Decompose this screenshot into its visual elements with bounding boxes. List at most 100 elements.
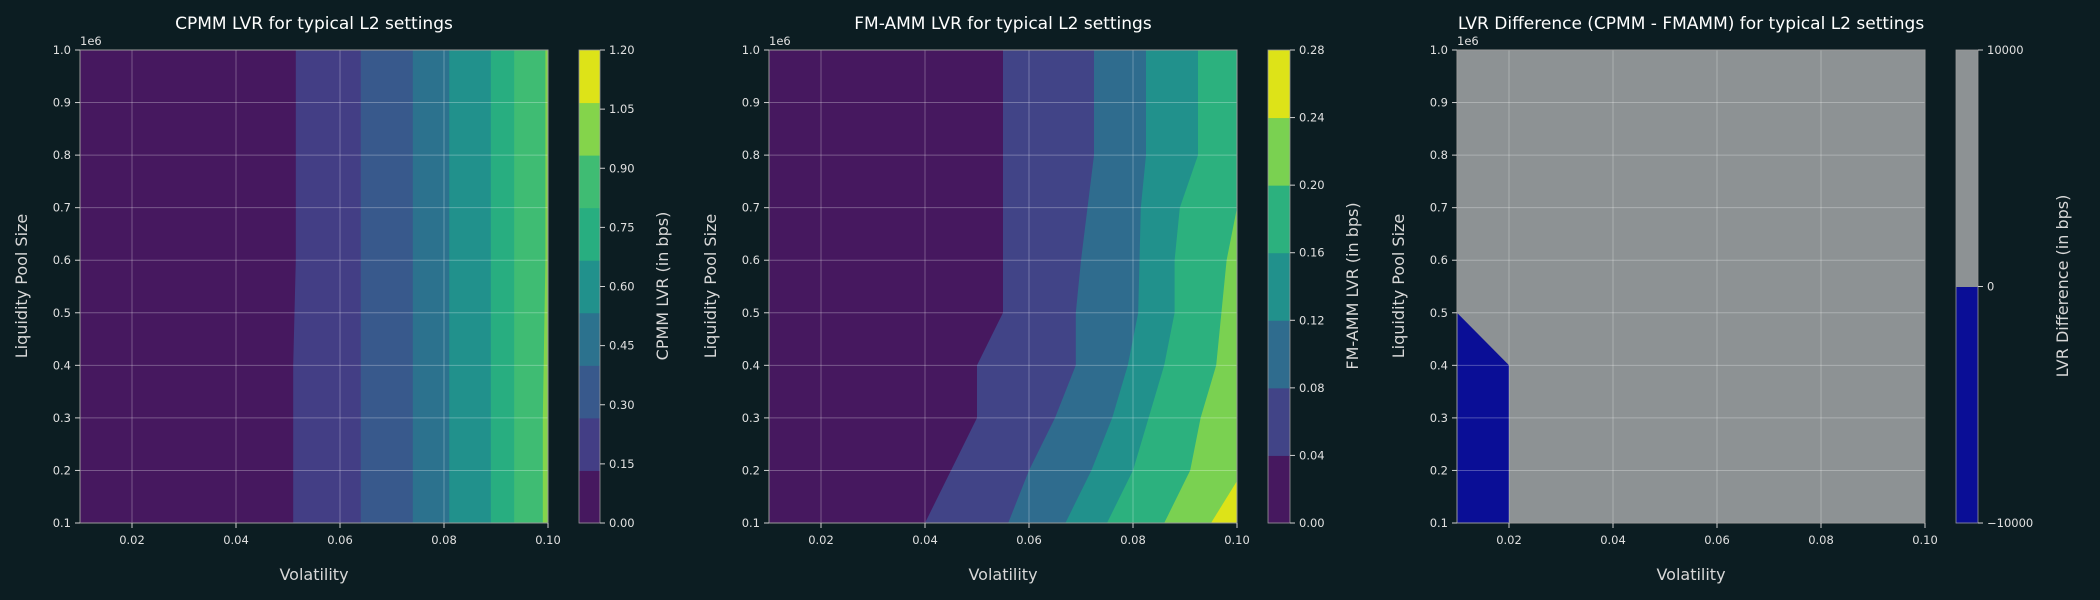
colorbar-segment [579,470,600,524]
colorbar-segment [1268,387,1290,456]
colorbar-tick-label: 0.04 [1299,448,1325,462]
colorbar-tick-label: 0.90 [609,161,635,175]
colorbar-segment [579,417,600,471]
y-tick-label: 0.8 [742,148,760,162]
colorbar-segment [1268,185,1290,254]
colorbar-segment [1268,50,1290,119]
contour-band-6 [1211,481,1237,523]
y-tick-label: 0.3 [53,411,71,425]
chart-title: FM-AMM LVR for typical L2 settings [854,14,1152,34]
colorbar-tick-label: 0.75 [609,220,635,234]
colorbar-tick-label: 0.28 [1299,43,1325,57]
colorbar-segment [579,50,600,104]
x-tick-label: 0.08 [1808,533,1834,547]
colorbar-tick-label: 0.30 [609,398,635,412]
axis-ticks: 0.02 0.04 0.06 0.08 0.10 0.1 0.2 0.3 0.4 0.5 0.6 0.… [742,43,1250,547]
colorbar-segment [579,312,600,366]
colorbar-tick-label: 0.00 [609,516,635,530]
y-axis-label: Liquidity Pool Size [12,214,31,359]
y-axis-label: Liquidity Pool Size [701,214,720,359]
colorbar-segment [579,102,600,156]
colorbar-segment [579,260,600,314]
colorbar-segment [1268,455,1290,524]
colorbar-tick-label: 0.60 [609,280,635,294]
x-axis-label: Volatility [279,565,348,584]
x-tick-label: 0.04 [223,533,249,547]
y-tick-label: 0.7 [1430,201,1448,215]
y-tick-label: 0.8 [1430,148,1448,162]
x-tick-label: 0.06 [1704,533,1730,547]
x-axis-label: Volatility [968,565,1037,584]
x-tick-label: 0.10 [535,533,561,547]
colorbar: 0.00 0.15 0.30 0.45 0.60 0.75 0.90 1.05 1.20 [578,43,635,530]
x-axis-label: Volatility [1656,565,1725,584]
y-tick-label: 1.0 [742,43,760,57]
contour-band-positive [1457,50,1925,523]
x-tick-label: 0.04 [912,533,938,547]
colorbar-tick-label: 10000 [1987,43,2024,57]
y-tick-label: 0.2 [53,463,71,477]
y-tick-label: 0.1 [742,516,760,530]
x-tick-label: 0.08 [1120,533,1146,547]
contour-band-5 [1164,50,1237,523]
colorbar-label: LVR Difference (in bps) [2053,195,2072,378]
y-tick-label: 0.5 [1430,306,1448,320]
x-tick-label: 0.06 [327,533,353,547]
plot-frame [1456,49,1926,524]
colorbar-segment [1268,117,1290,186]
contour-fill [1457,50,1925,523]
y-tick-label: 1.0 [1430,43,1448,57]
axis-ticks: 0.02 0.04 0.06 0.08 0.10 0.1 0.2 0.3 0.4 0.5 0.6 0.… [1430,43,1938,547]
contour-band-6 [514,50,548,523]
colorbar-tick-label: 0.08 [1299,381,1325,395]
colorbar-label: CPMM LVR (in bps) [653,212,672,361]
colorbar-segment [1268,252,1290,321]
y-tick-label: 0.7 [53,201,71,215]
colorbar-tick-label: 0.16 [1299,246,1325,260]
x-tick-label: 0.06 [1016,533,1042,547]
colorbar-segment [579,207,600,261]
colorbar-tick-label: 0.15 [609,457,635,471]
colorbar: −10000 0 10000 [1955,43,2033,530]
contour-band-7 [542,50,548,523]
y-tick-label: 0.9 [53,96,71,110]
colorbar-tick-label: 1.05 [609,102,635,116]
y-tick-label: 0.4 [1430,358,1448,372]
x-tick-label: 0.10 [1912,533,1938,547]
colorbar-segment [579,365,600,419]
y-tick-label: 0.1 [53,516,71,530]
panel-cpmm: CPMM LVR for typical L2 settings 0.02 0.0… [12,14,672,584]
colorbar-segment [579,155,600,209]
y-tick-label: 0.8 [53,148,71,162]
colorbar-tick-label: −10000 [1987,516,2033,530]
colorbar-tick-label: 0.12 [1299,313,1325,327]
y-tick-label: 0.9 [1430,96,1448,110]
plot-frame [79,49,549,524]
axis-ticks: 0.02 0.04 0.06 0.08 0.10 0.1 0.2 0.3 0.4 0.5 0.6 0.… [53,43,561,547]
chart-title: LVR Difference (CPMM - FMAMM) for typica… [1458,14,1925,34]
colorbar-label: FM-AMM LVR (in bps) [1343,202,1362,369]
y-tick-label: 0.5 [53,306,71,320]
panel-fmamm: FM-AMM LVR for typical L2 settings 0.02 0… [701,14,1362,584]
y-tick-label: 0.7 [742,201,760,215]
y-tick-label: 0.6 [1430,253,1448,267]
y-offset-label: 1e6 [769,34,791,48]
y-tick-label: 0.1 [1430,516,1448,530]
colorbar-segment [1956,286,1978,524]
plot-frame [768,49,1238,524]
y-tick-label: 0.2 [742,463,760,477]
chart-title: CPMM LVR for typical L2 settings [175,14,453,34]
y-offset-label: 1e6 [80,34,102,48]
y-tick-label: 0.6 [742,253,760,267]
y-tick-label: 0.6 [53,253,71,267]
colorbar-tick-label: 0 [1987,280,1994,294]
panel-difference: LVR Difference (CPMM - FMAMM) for typica… [1389,14,2072,584]
x-tick-label: 0.02 [808,533,834,547]
colorbar-tick-label: 0.20 [1299,178,1325,192]
x-tick-label: 0.04 [1600,533,1626,547]
x-tick-label: 0.08 [431,533,457,547]
y-tick-label: 0.5 [742,306,760,320]
x-tick-label: 0.02 [119,533,145,547]
colorbar: 0.00 0.04 0.08 0.12 0.16 0.20 0.24 0.28 [1267,43,1325,530]
